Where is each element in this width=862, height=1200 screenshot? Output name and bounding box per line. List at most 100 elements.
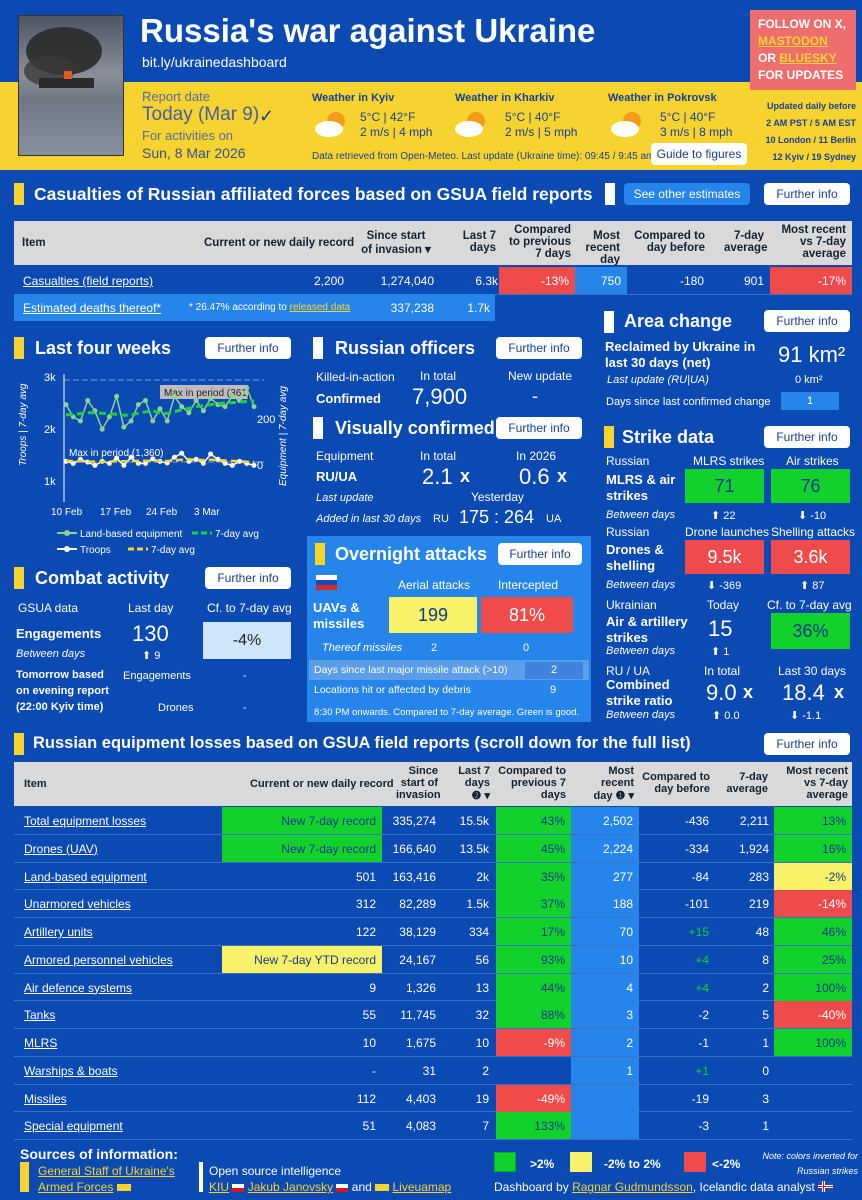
air-between: ⬇ -10 [798, 510, 827, 522]
cell-since: 1,675 [405, 1036, 436, 1050]
row-item-link[interactable]: Armored personnel vehicles [24, 952, 173, 967]
ukraine-flag-icon [375, 1184, 390, 1192]
cell-last7: 13 [475, 980, 489, 995]
cell-since: 1,326 [405, 980, 436, 995]
ukrainian-label: Ukrainian [606, 598, 657, 612]
row-item-link[interactable]: Missiles [24, 1091, 67, 1106]
jakub-janovsky-link[interactable]: Jakub Janovsky [247, 1180, 334, 1194]
cell: 1,274,040 [380, 274, 434, 288]
visual-info-button[interactable]: Further info [496, 417, 582, 439]
four-weeks-info-button[interactable]: Further info [205, 337, 291, 359]
area-days-label: Days since last confirmed change [606, 396, 771, 408]
tick-x: 3 Mar [194, 507, 220, 518]
table-row: Unarmored vehicles 312 82,289 1.5k 37% 188 -10… [14, 890, 852, 918]
cell-record: New 7-day record [222, 807, 382, 834]
row-item-link[interactable]: Drones (UAV) [24, 841, 98, 856]
cell-avg: 3 [762, 1091, 769, 1106]
col-header: Since start of invasion [396, 765, 441, 801]
series-point [121, 424, 127, 430]
weather-temp: 5°C | 42°F [360, 110, 416, 124]
cell-last7: 32 [475, 1008, 489, 1023]
follow-updates: FOR UPDATES [758, 68, 844, 82]
area-info-button[interactable]: Further info [764, 310, 850, 332]
casualties-link[interactable]: Casualties (field reports) [23, 274, 154, 288]
equipment-info-button[interactable]: Further info [764, 733, 850, 755]
header-blue-band [0, 0, 862, 82]
strike-title: Strike data [622, 427, 715, 447]
shelling-value: 3.6k [771, 540, 850, 574]
casualties-info-button[interactable]: Further info [764, 183, 850, 205]
row-item-link[interactable]: Air defence systems [24, 980, 133, 995]
max-eq-label-bg [160, 385, 248, 399]
equipment-title: Russian equipment losses based on GSUA f… [33, 734, 691, 752]
cell-avg: 8 [762, 952, 769, 967]
row-item-link[interactable]: Warships & boats [24, 1063, 118, 1078]
cell-vs [774, 1057, 852, 1084]
combat-info-button[interactable]: Further info [205, 567, 291, 589]
row-item-link[interactable]: Land-based equipment [24, 869, 147, 884]
other-estimates-button[interactable]: See other estimates [624, 183, 750, 205]
deaths-note-text: * 26.47% according to [189, 302, 287, 313]
follow-or: OR [758, 51, 776, 65]
cell-vs: 100% [774, 973, 852, 1001]
series-point [114, 393, 120, 399]
cell-vs [774, 1112, 852, 1139]
cell-vs: -2% [774, 862, 852, 890]
row-item-link[interactable]: Artillery units [24, 925, 93, 939]
weather-label: Weather in Kyiv [312, 92, 395, 104]
cell-record: 112 [356, 1091, 376, 1106]
strike-info-button[interactable]: Further info [764, 426, 850, 448]
drones-value: 9.5k [685, 540, 764, 574]
area-last-val: 0 km² [795, 374, 823, 386]
table-row: Total equipment losses New 7-day record 33… [14, 807, 852, 835]
col-header[interactable]: Since start of invasion ▾ [361, 230, 431, 256]
row-item-link[interactable]: MLRS [24, 1036, 58, 1050]
col-header: Most recent day [585, 230, 620, 266]
follow-bluesky[interactable]: BLUESKY [779, 51, 837, 65]
col-header[interactable]: Last 7 days ❷ ▾ [458, 765, 490, 802]
officers-info-button[interactable]: Further info [496, 337, 582, 359]
weather-label: Weather in Kharkiv [455, 92, 555, 104]
row-item-link[interactable]: Tanks [24, 1008, 56, 1023]
row-item-link[interactable]: Total equipment losses [24, 814, 147, 828]
cell-cmp-prev: 35% [496, 862, 571, 890]
weather-label: Weather in Pokrovsk [608, 92, 717, 104]
table-row: Drones (UAV) New 7-day record 166,640 13.5k… [14, 834, 852, 863]
cell-last7: 56 [475, 952, 489, 967]
update-line: Updated daily before [766, 101, 856, 111]
cell-recent [571, 1084, 639, 1112]
guide-button[interactable]: Guide to figures [651, 143, 747, 165]
row-item-link[interactable]: Special equipment [24, 1119, 123, 1134]
col-header[interactable]: Most recent day ❶ ▾ [593, 765, 634, 802]
page-title: Russia's war against Ukraine [140, 12, 596, 49]
deaths-link[interactable]: Estimated deaths thereof* [23, 301, 162, 315]
table-row: Special equipment 51 4,083 7 133% -3 1 [14, 1112, 852, 1140]
drones-label: Drones [158, 702, 194, 714]
released-data-link[interactable]: released data [289, 302, 351, 313]
kiu-link[interactable]: KIU [209, 1180, 230, 1194]
overnight-info-button[interactable]: Further info [498, 543, 582, 565]
cell: -180 [679, 274, 704, 288]
cell-avg: 219 [748, 897, 769, 912]
gsua-link[interactable]: General Staff of Ukraine's [38, 1164, 175, 1178]
cell-record: 122 [355, 925, 376, 939]
locations-val: 9 [550, 684, 557, 696]
cf-label: Cf. to 7-day avg [207, 601, 292, 615]
weather-wind: 2 m/s | 4 mph [360, 125, 433, 139]
cell-recent: 2,502 [571, 807, 639, 834]
liveuamap-link[interactable]: Liveuamap [392, 1180, 452, 1194]
mlrs-air-label: MLRS & air strikes [606, 472, 676, 503]
shortlink[interactable]: bit.ly/ukrainedashboard [142, 54, 287, 70]
author-link[interactable]: Ragnar Gudmundsson [572, 1180, 693, 1194]
table-row: Land-based equipment 501 163,416 2k 35% 277 -8… [14, 862, 852, 891]
eng-between-val: 9 [154, 650, 161, 662]
gsua-link[interactable]: Armed Forces [38, 1180, 114, 1194]
follow-x[interactable]: FOLLOW ON X, [758, 17, 846, 31]
row-item-link[interactable]: Unarmored vehicles [24, 897, 131, 912]
cell-cmp-day: -2 [698, 1008, 709, 1023]
cell-cmp-prev: 93% [496, 945, 571, 973]
follow-mastodon[interactable]: MASTODON [758, 34, 828, 48]
header-photo [18, 15, 124, 156]
cell-avg: 1 [762, 1036, 769, 1050]
series-point [121, 462, 127, 468]
